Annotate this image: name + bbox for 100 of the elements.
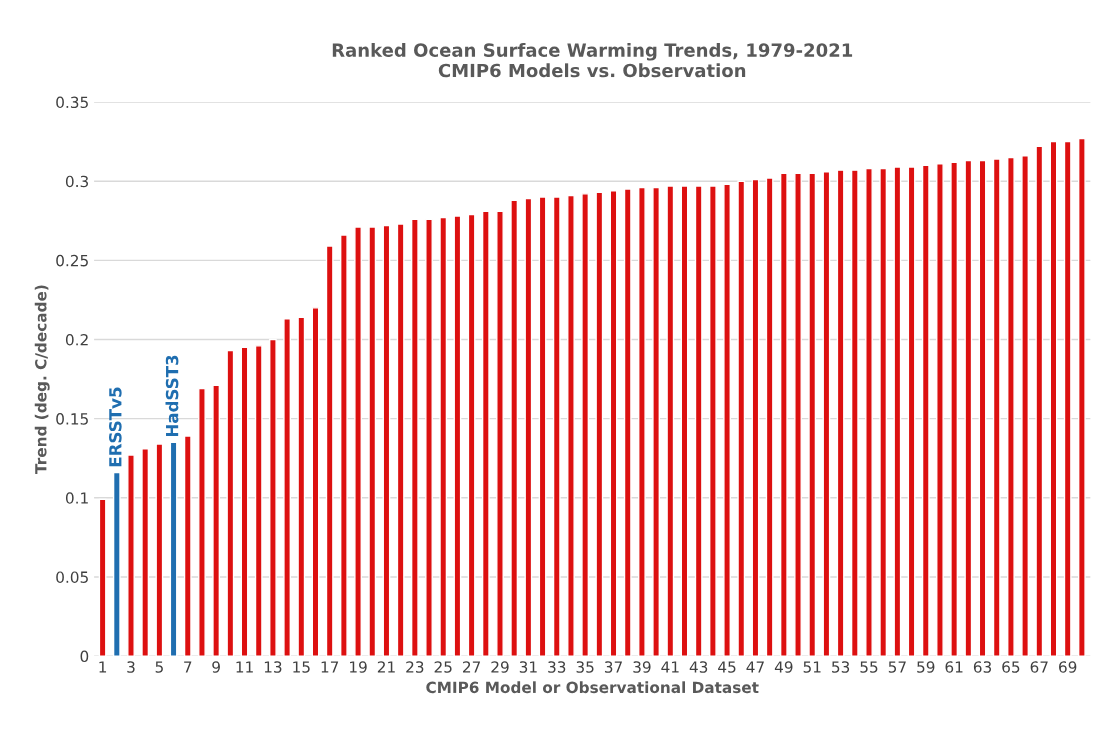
bar: [240, 346, 249, 657]
y-tick-label: 0.05: [56, 571, 88, 583]
bar: [850, 169, 859, 657]
x-tick-label: 65: [1002, 661, 1020, 673]
bar: [567, 194, 575, 657]
y-tick-label: 0.25: [56, 254, 88, 267]
bar: [893, 166, 902, 657]
bar: [765, 177, 774, 657]
bar: [808, 172, 817, 657]
bar: [141, 448, 150, 657]
bar: [581, 193, 590, 657]
bar: [652, 186, 660, 657]
bar: [410, 218, 419, 657]
bar: [1035, 145, 1044, 657]
bar: [339, 234, 348, 657]
bar: [921, 164, 930, 657]
bar: [354, 226, 362, 657]
y-tick-label: 0.1: [65, 492, 88, 504]
bar: [212, 384, 221, 657]
x-tick-label: 17: [321, 661, 339, 673]
x-tick-label: 21: [377, 661, 395, 673]
bar: [666, 185, 675, 657]
bar: [751, 178, 760, 657]
y-tick-label: 0.15: [56, 413, 88, 425]
x-tick-label: 31: [519, 661, 537, 673]
bar: [297, 316, 306, 657]
bar: [552, 196, 561, 657]
bar: [467, 213, 476, 657]
x-tick-label: 39: [633, 661, 651, 673]
bar: [269, 338, 277, 657]
y-tick-label: 0.2: [65, 333, 88, 346]
bar: [325, 245, 334, 657]
bar: [198, 387, 206, 657]
bar: [964, 159, 973, 657]
text: HadSST3: [165, 355, 179, 437]
bar: [865, 167, 873, 657]
x-tick-label: 67: [1030, 661, 1048, 673]
bar: [183, 435, 192, 657]
bar: [623, 188, 632, 657]
bar: [680, 185, 689, 657]
x-tick-label: 47: [746, 661, 764, 673]
x-tick-label: 49: [774, 661, 793, 673]
x-tick-label: 33: [548, 661, 566, 673]
x-tick-label: 35: [576, 661, 594, 673]
bar: [723, 183, 731, 657]
bar: [127, 454, 135, 657]
bar: [907, 166, 916, 657]
x-tick-label: 29: [491, 661, 509, 673]
x-tick-label: 57: [888, 661, 906, 673]
bar: [638, 186, 646, 657]
bar: [879, 167, 888, 657]
x-tick-label: 69: [1059, 661, 1077, 673]
bar: [425, 218, 433, 657]
bar: [779, 172, 788, 657]
bar: [609, 190, 618, 657]
x-tick-label: 43: [689, 661, 708, 673]
x-tick-label: 5: [155, 661, 163, 673]
bar: [950, 161, 959, 657]
bar: [538, 196, 547, 657]
bar: [368, 226, 377, 657]
x-axis-title: CMIP6 Model or Observational Dataset: [426, 681, 759, 694]
x-tick-label: 13: [264, 661, 282, 673]
bar: [694, 185, 703, 657]
bar: [1063, 140, 1072, 657]
x-tick-label: 19: [350, 661, 367, 673]
x-tick-label: 55: [860, 661, 878, 673]
y-tick-label: 0.3: [65, 175, 89, 188]
x-tick-label: 25: [434, 661, 452, 673]
bar: [510, 199, 519, 657]
bar: [169, 441, 178, 657]
bar: [396, 223, 405, 657]
bar: [112, 471, 121, 657]
x-tick-label: 41: [661, 661, 679, 673]
bar: [453, 215, 462, 657]
bar: [595, 191, 604, 657]
bar: [794, 172, 802, 657]
x-tick-label: 51: [803, 661, 821, 673]
bar: [737, 180, 746, 657]
x-tick-label: 37: [604, 661, 622, 673]
y-tick-label: 0: [80, 650, 89, 663]
bar: [283, 318, 291, 657]
bar: [836, 169, 845, 657]
x-tick-label: 15: [293, 661, 310, 673]
y-axis-title: Trend (deg. C/decade): [34, 285, 50, 474]
bar: [524, 197, 533, 657]
y-tick-label: 0.35: [56, 96, 88, 109]
bar: [155, 443, 164, 657]
bar: [978, 159, 987, 657]
bar: [226, 349, 235, 657]
x-tick-label: 63: [973, 661, 992, 673]
bar: [254, 345, 263, 657]
bar: [382, 224, 391, 657]
x-tick-label: 27: [463, 661, 481, 673]
x-tick-label: 23: [406, 661, 424, 673]
x-tick-label: 45: [718, 661, 736, 673]
x-tick-label: 9: [212, 661, 220, 673]
x-tick-label: 53: [832, 661, 850, 673]
bar: [1007, 156, 1015, 657]
bar: [98, 498, 107, 657]
bar: [439, 216, 448, 657]
